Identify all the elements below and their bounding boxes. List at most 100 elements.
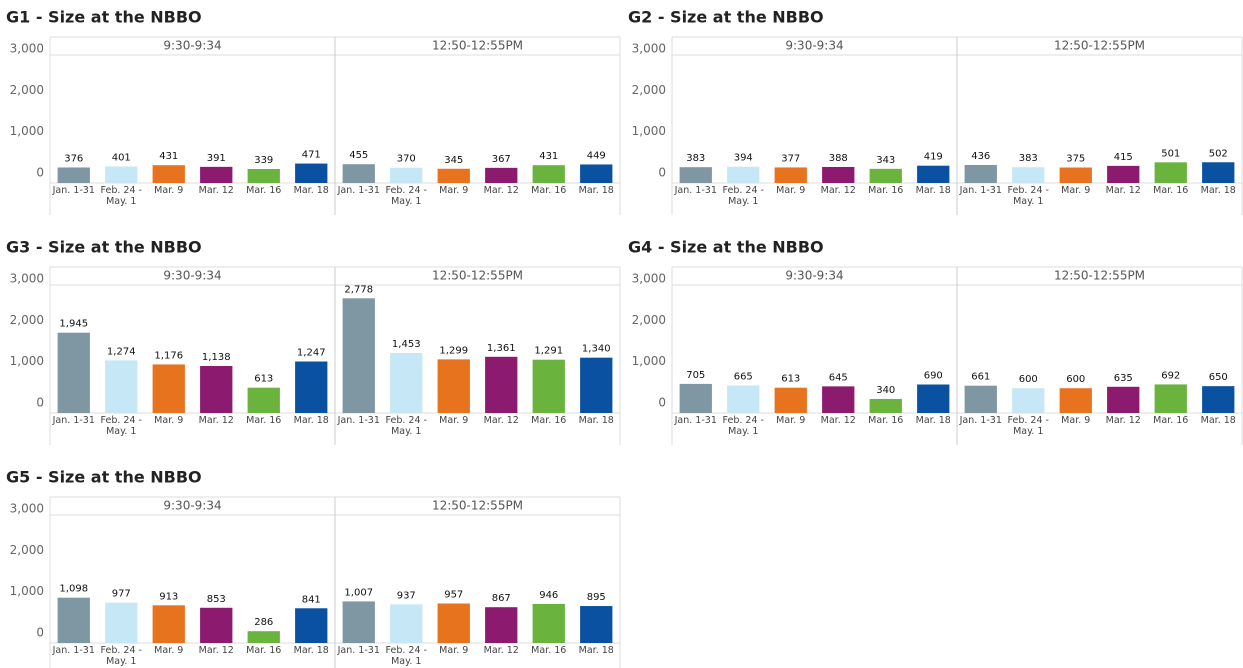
x-tick-label-box: Mar. 16 [531, 185, 566, 196]
x-tick-label-box: Feb. 24 - May. 1 [723, 415, 764, 437]
bar [1202, 162, 1235, 183]
x-tick-label: Mar. 9 [439, 645, 469, 656]
x-tick-label-box: Mar. 9 [439, 645, 469, 656]
value-label: 692 [1161, 370, 1180, 381]
value-label: 841 [302, 594, 321, 605]
x-tick-label: Mar. 18 [293, 645, 329, 656]
x-tick-label: Feb. 24 - May. 1 [100, 185, 142, 207]
value-label: 1,274 [107, 346, 136, 357]
bar [105, 166, 138, 183]
x-tick-label: Mar. 16 [246, 415, 282, 426]
value-label: 705 [686, 370, 705, 381]
bar [152, 364, 185, 413]
bar [295, 608, 328, 643]
x-tick-label-box: Mar. 18 [578, 185, 614, 196]
bar [295, 361, 328, 413]
y-tick-label: 3,000 [632, 272, 666, 286]
x-tick-label: Feb. 24 - May. 1 [100, 645, 142, 667]
value-label: 502 [1209, 148, 1228, 159]
x-tick-label: Feb. 24 - May. 1 [385, 645, 427, 667]
x-tick-label: Mar. 12 [198, 645, 234, 656]
x-tick-label-box: Jan. 1-31 [960, 415, 1002, 426]
value-label: 937 [397, 590, 416, 601]
value-label: 853 [207, 594, 226, 605]
x-tick-label-box: Mar. 18 [293, 645, 329, 656]
value-label: 600 [1066, 374, 1085, 385]
x-tick-label: Feb. 24 - May. 1 [722, 185, 764, 207]
panel-header: 9:30-9:34 [785, 39, 843, 53]
bar [774, 167, 807, 183]
value-label: 370 [397, 154, 416, 165]
panel-header: 9:30-9:34 [163, 39, 221, 53]
x-tick-label-box: Jan. 1-31 [53, 645, 95, 656]
x-tick-label-box: Jan. 1-31 [674, 185, 717, 196]
y-tick-label: 2,000 [632, 83, 666, 97]
y-tick-label: 3,000 [10, 272, 44, 286]
bar [679, 383, 712, 413]
value-label: 977 [112, 589, 131, 600]
x-tick-label: Mar. 12 [198, 415, 234, 426]
bar [1012, 388, 1045, 413]
value-label: 1,247 [297, 348, 326, 359]
value-label: 957 [444, 589, 463, 600]
x-tick-label: Feb. 24 - May. 1 [1007, 185, 1049, 207]
x-tick-label: Mar. 9 [1061, 415, 1091, 426]
x-tick-label-box: Mar. 18 [916, 185, 951, 196]
x-tick-label: Mar. 16 [531, 415, 567, 426]
x-tick-label-box: Feb. 24 - May. 1 [1007, 185, 1049, 207]
value-label: 1,361 [487, 343, 516, 354]
chart-title: G1 - Size at the NBBO [6, 8, 202, 27]
x-tick-label: Jan. 1-31 [337, 415, 380, 426]
y-tick-label: 0 [658, 166, 666, 180]
bar [437, 168, 470, 183]
x-tick-label-box: Jan. 1-31 [674, 415, 717, 426]
x-tick-label-box: Mar. 9 [154, 645, 183, 656]
value-label: 1,453 [392, 339, 421, 350]
x-tick-label: Mar. 9 [154, 185, 184, 196]
x-tick-label: Mar. 18 [293, 415, 329, 426]
bar [1059, 388, 1092, 413]
x-tick-label-box: Mar. 16 [531, 415, 567, 426]
y-tick-label: 1,000 [10, 354, 44, 368]
y-tick-label: 3,000 [10, 502, 44, 516]
x-tick-label: Mar. 12 [483, 645, 519, 656]
value-label: 1,007 [344, 587, 373, 598]
x-tick-label: Jan. 1-31 [674, 415, 717, 426]
x-tick-label-box: Mar. 12 [484, 415, 519, 426]
panel-header: 9:30-9:34 [163, 499, 221, 513]
x-tick-label-box: Mar. 9 [1061, 415, 1091, 426]
x-tick-label-box: Mar. 9 [776, 415, 805, 426]
y-tick-label: 1,000 [632, 354, 666, 368]
value-label: 895 [587, 592, 606, 603]
x-tick-label-box: Mar. 16 [868, 185, 903, 196]
x-tick-label: Mar. 18 [578, 185, 614, 196]
bar [485, 167, 518, 183]
bar [532, 359, 565, 413]
x-tick-label-box: Mar. 9 [439, 415, 469, 426]
value-label: 1,945 [59, 319, 88, 330]
value-label: 650 [1209, 372, 1228, 383]
x-tick-label: Mar. 18 [578, 415, 614, 426]
x-tick-label: Feb. 24 - May. 1 [100, 415, 142, 437]
bar [727, 166, 760, 183]
x-tick-label: Mar. 12 [820, 415, 856, 426]
bar [1154, 384, 1187, 413]
panel-header: 12:50-12:55PM [432, 269, 523, 283]
x-tick-label-box: Mar. 18 [294, 185, 329, 196]
value-label: 383 [686, 153, 705, 164]
bar [247, 387, 280, 413]
y-tick-label: 2,000 [10, 83, 44, 97]
x-tick-label-box: Feb. 24 - May. 1 [100, 645, 142, 667]
x-tick-label-box: Jan. 1-31 [337, 415, 380, 426]
x-tick-label: Jan. 1-31 [674, 185, 717, 196]
value-label: 455 [349, 150, 368, 161]
value-label: 340 [876, 385, 895, 396]
bar [580, 606, 613, 643]
x-tick-label: Mar. 16 [246, 645, 282, 656]
bar [342, 298, 375, 413]
value-label: 867 [492, 593, 511, 604]
x-tick-label: Mar. 9 [439, 415, 469, 426]
bar [437, 603, 470, 643]
x-tick-label-box: Feb. 24 - May. 1 [1008, 415, 1049, 437]
